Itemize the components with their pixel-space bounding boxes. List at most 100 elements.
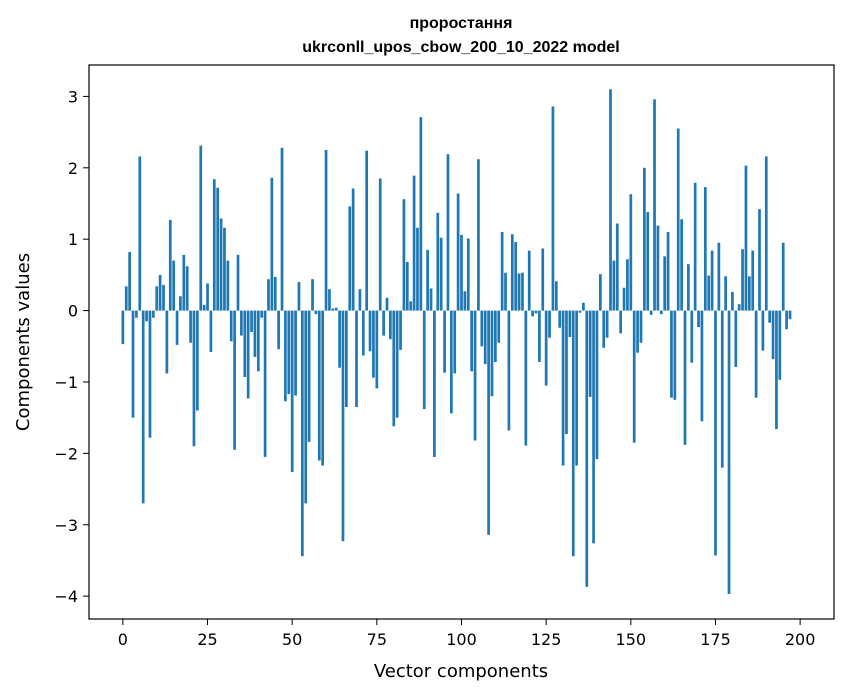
bar bbox=[683, 310, 687, 445]
x-tick-label: 175 bbox=[700, 630, 731, 649]
bar bbox=[758, 209, 761, 311]
y-tick-label: 0 bbox=[68, 302, 78, 321]
bar bbox=[629, 194, 633, 311]
bar bbox=[517, 273, 521, 311]
bar bbox=[294, 310, 297, 396]
bar bbox=[480, 310, 484, 347]
bar bbox=[345, 310, 348, 407]
bar bbox=[307, 310, 311, 442]
bar bbox=[700, 310, 704, 422]
bar bbox=[382, 310, 385, 336]
bar bbox=[524, 310, 528, 446]
bar bbox=[365, 150, 369, 311]
bar bbox=[290, 310, 294, 472]
bar bbox=[131, 310, 135, 418]
bar bbox=[598, 274, 602, 311]
y-tick-label: 3 bbox=[68, 87, 78, 106]
bar bbox=[429, 288, 433, 311]
bar bbox=[724, 276, 727, 311]
bar bbox=[592, 310, 595, 544]
bar bbox=[534, 310, 538, 314]
bar bbox=[588, 310, 592, 397]
bar bbox=[578, 310, 582, 313]
y-tick-label: −4 bbox=[54, 587, 78, 606]
bar bbox=[141, 310, 145, 504]
bar bbox=[666, 232, 670, 311]
bar bbox=[443, 310, 446, 373]
bar bbox=[179, 296, 182, 311]
bar bbox=[788, 310, 792, 320]
bar bbox=[558, 310, 562, 328]
bar bbox=[676, 128, 680, 311]
bar bbox=[639, 310, 643, 343]
bar bbox=[121, 310, 125, 345]
bar bbox=[456, 193, 460, 311]
bar bbox=[250, 310, 253, 333]
y-axis-ticks: −4 −3 −2 −1 0 1 2 3 bbox=[54, 87, 89, 606]
bar bbox=[202, 304, 206, 311]
bar bbox=[571, 310, 575, 557]
x-tick-label: 200 bbox=[785, 630, 816, 649]
y-tick-label: 1 bbox=[68, 230, 78, 249]
bar bbox=[175, 310, 179, 345]
bar bbox=[595, 310, 599, 460]
bar bbox=[253, 310, 257, 357]
bar bbox=[368, 310, 372, 352]
bar bbox=[612, 260, 616, 311]
bar bbox=[165, 310, 169, 374]
bar bbox=[192, 310, 196, 447]
bar bbox=[389, 310, 392, 340]
bar bbox=[785, 310, 788, 330]
bar bbox=[151, 310, 155, 318]
bar bbox=[361, 310, 365, 356]
bar bbox=[605, 310, 609, 338]
bar bbox=[240, 310, 243, 336]
bar bbox=[646, 212, 650, 311]
bar bbox=[551, 106, 555, 311]
bar bbox=[199, 145, 203, 311]
bar bbox=[348, 206, 352, 311]
bar bbox=[741, 249, 744, 311]
bar bbox=[771, 310, 775, 360]
y-axis-label: Components values bbox=[13, 253, 34, 431]
bar bbox=[703, 187, 707, 311]
bar bbox=[453, 310, 457, 374]
y-tick-label: −3 bbox=[54, 516, 78, 535]
bar bbox=[317, 310, 321, 461]
bar bbox=[436, 212, 440, 311]
bar bbox=[714, 310, 717, 556]
bar bbox=[521, 272, 524, 311]
bar bbox=[764, 156, 768, 311]
bar bbox=[168, 219, 172, 311]
bar bbox=[162, 284, 165, 311]
chart-title-line2: ukrconll_upos_cbow_200_10_2022 model bbox=[302, 39, 619, 56]
bar bbox=[216, 187, 220, 311]
bar bbox=[531, 310, 534, 317]
bar bbox=[463, 291, 467, 311]
bar bbox=[622, 287, 626, 311]
bar bbox=[287, 310, 291, 395]
bar bbox=[710, 250, 714, 311]
bar bbox=[297, 282, 301, 311]
bar bbox=[392, 310, 396, 427]
bar bbox=[460, 234, 463, 311]
bar bbox=[656, 225, 660, 311]
bar bbox=[693, 182, 697, 311]
x-tick-label: 50 bbox=[282, 630, 302, 649]
bar bbox=[487, 310, 490, 535]
bar bbox=[768, 310, 772, 323]
bar bbox=[538, 310, 541, 362]
bar bbox=[267, 279, 270, 311]
bar bbox=[466, 238, 470, 311]
bar bbox=[351, 188, 355, 311]
bar bbox=[568, 310, 572, 337]
bar bbox=[507, 310, 511, 431]
y-tick-label: −2 bbox=[54, 444, 78, 463]
bar bbox=[497, 310, 501, 343]
bar bbox=[378, 178, 382, 311]
x-tick-label: 25 bbox=[197, 630, 217, 649]
bar bbox=[734, 310, 738, 367]
bar bbox=[314, 310, 318, 315]
bar bbox=[358, 289, 362, 311]
